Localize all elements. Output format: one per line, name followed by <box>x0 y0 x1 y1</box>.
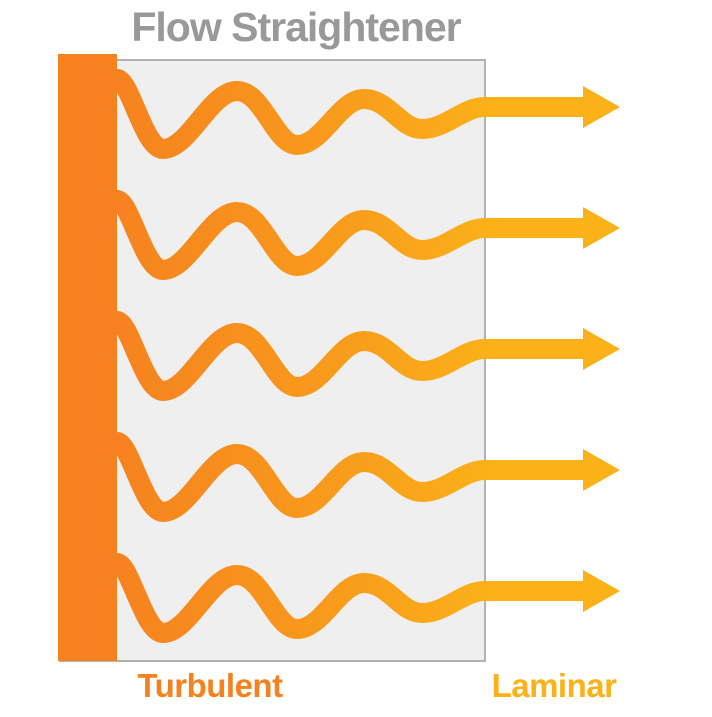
page-title: Flow Straightener <box>131 4 461 50</box>
turbulent-label: Turbulent <box>137 667 283 704</box>
inlet-bar <box>58 54 117 661</box>
laminar-label: Laminar <box>491 667 617 704</box>
